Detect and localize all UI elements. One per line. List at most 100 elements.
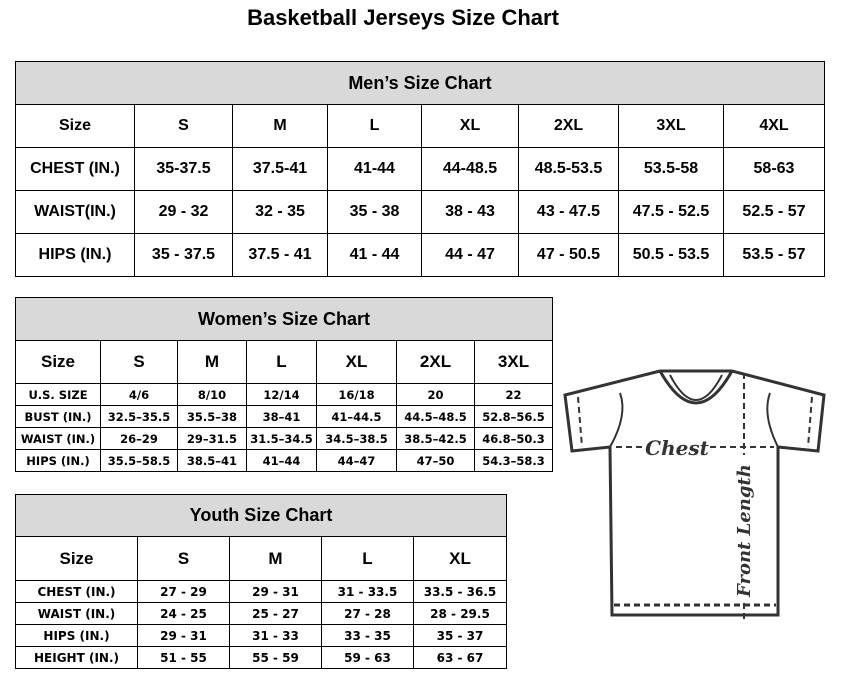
table-cell: 41–44.5	[316, 405, 397, 428]
column-header: M	[232, 104, 328, 148]
column-header: M	[229, 536, 322, 581]
header-row: Size S M L XL 2XL 3XL 4XL	[15, 104, 825, 148]
table-cell: 20	[396, 383, 475, 406]
table-cell: 38.5–41	[177, 449, 247, 472]
table-cell: 35 - 37	[412, 624, 508, 647]
table-cell: 27 - 29	[137, 580, 230, 603]
front-length-label: Front Length	[734, 464, 755, 598]
column-header: Size	[15, 536, 138, 581]
column-header: XL	[421, 104, 519, 148]
table-row: HIPS (IN.) 35 - 37.5 37.5 - 41 41 - 44 44 - …	[15, 233, 825, 277]
table-cell: 38.5–42.5	[396, 427, 475, 450]
row-label: CHEST (IN.)	[15, 580, 138, 603]
table-cell: 38 - 43	[421, 190, 519, 234]
column-header: 3XL	[618, 104, 724, 148]
mens-size-table: Men’s Size Chart Size S M L XL 2XL 3XL 4XL CHEST…	[15, 61, 825, 277]
table-cell: 27 - 28	[321, 602, 414, 625]
table-cell: 29 - 31	[229, 580, 322, 603]
table-cell: 47.5 - 52.5	[618, 190, 724, 234]
column-header: 2XL	[518, 104, 619, 148]
table-cell: 29–31.5	[177, 427, 247, 450]
row-label: WAIST(IN.)	[15, 190, 135, 234]
table-cell: 54.3–58.3	[473, 449, 554, 472]
table-title: Men’s Size Chart	[15, 61, 825, 105]
table-cell: 35.5–58.5	[100, 449, 178, 472]
table-cell: 26–29	[100, 427, 178, 450]
table-row: CHEST (IN.) 27 - 29 29 - 31 31 - 33.5 33.5 -…	[15, 580, 508, 603]
table-cell: 35.5–38	[177, 405, 247, 428]
table-cell: 32 - 35	[232, 190, 328, 234]
table-cell: 8/10	[177, 383, 247, 406]
table-row: WAIST (IN.) 24 - 25 25 - 27 27 - 28 28 - 29.…	[15, 602, 508, 625]
table-cell: 16/18	[316, 383, 397, 406]
table-cell: 47–50	[396, 449, 475, 472]
row-label: BUST (IN.)	[15, 405, 101, 428]
table-cell: 58-63	[723, 147, 825, 191]
table-row: BUST (IN.) 32.5–35.5 35.5–38 38–41 41–44.5 44…	[15, 405, 554, 428]
youth-size-table: Youth Size Chart Size S M L XL CHEST (IN.) 27 …	[14, 494, 508, 669]
table-cell: 51 - 55	[137, 646, 230, 669]
table-cell: 52.5 - 57	[723, 190, 825, 234]
table-row: CHEST (IN.) 35-37.5 37.5-41 41-44 44-48.5 48.…	[15, 147, 825, 191]
table-cell: 48.5-53.5	[518, 147, 619, 191]
table-cell: 52.8–56.5	[473, 405, 554, 428]
row-label: WAIST (IN.)	[15, 602, 138, 625]
table-cell: 37.5 - 41	[232, 233, 328, 277]
table-cell: 35 - 37.5	[134, 233, 233, 277]
table-cell: 41-44	[327, 147, 422, 191]
table-cell: 41 - 44	[327, 233, 422, 277]
column-header: 4XL	[723, 104, 825, 148]
row-label: HEIGHT (IN.)	[15, 646, 138, 669]
table-cell: 55 - 59	[229, 646, 322, 669]
table-row: HEIGHT (IN.) 51 - 55 55 - 59 59 - 63 63 - 67	[15, 646, 508, 669]
row-label: U.S. SIZE	[15, 383, 101, 406]
table-cell: 32.5–35.5	[100, 405, 178, 428]
column-header: 3XL	[473, 340, 554, 384]
table-cell: 50.5 - 53.5	[618, 233, 724, 277]
header-row: Size S M L XL 2XL 3XL	[15, 340, 554, 384]
table-cell: 29 - 31	[137, 624, 230, 647]
table-cell: 31 - 33	[229, 624, 322, 647]
table-cell: 53.5 - 57	[723, 233, 825, 277]
row-label: HIPS (IN.)	[15, 233, 135, 277]
table-cell: 43 - 47.5	[518, 190, 619, 234]
table-cell: 29 - 32	[134, 190, 233, 234]
column-header: XL	[412, 536, 508, 581]
table-cell: 35-37.5	[134, 147, 233, 191]
chest-label: Chest	[645, 436, 709, 460]
table-cell: 41–44	[246, 449, 317, 472]
column-header: L	[327, 104, 422, 148]
column-header: Size	[15, 340, 101, 384]
table-row: U.S. SIZE 4/6 8/10 12/14 16/18 20 22	[15, 383, 554, 406]
table-cell: 34.5–38.5	[316, 427, 397, 450]
table-cell: 31.5–34.5	[246, 427, 317, 450]
table-cell: 24 - 25	[137, 602, 230, 625]
table-cell: 33 - 35	[321, 624, 414, 647]
column-header: L	[246, 340, 317, 384]
womens-size-table: Women’s Size Chart Size S M L XL 2XL 3XL U.S. S…	[14, 297, 554, 472]
table-cell: 44–47	[316, 449, 397, 472]
table-cell: 12/14	[246, 383, 317, 406]
row-label: CHEST (IN.)	[15, 147, 135, 191]
table-cell: 46.8–50.3	[473, 427, 554, 450]
table-row: WAIST (IN.) 26–29 29–31.5 31.5–34.5 34.5–38.…	[15, 427, 554, 450]
column-header: S	[134, 104, 233, 148]
table-row: WAIST(IN.) 29 - 32 32 - 35 35 - 38 38 - 43 43…	[15, 190, 825, 234]
column-header: M	[177, 340, 247, 384]
column-header: XL	[316, 340, 397, 384]
row-label: HIPS (IN.)	[15, 624, 138, 647]
row-label: HIPS (IN.)	[15, 449, 101, 472]
page-title: Basketball Jerseys Size Chart	[247, 5, 559, 30]
table-cell: 53.5-58	[618, 147, 724, 191]
table-cell: 44.5–48.5	[396, 405, 475, 428]
column-header: Size	[15, 104, 135, 148]
table-cell: 33.5 - 36.5	[412, 580, 508, 603]
table-cell: 28 - 29.5	[412, 602, 508, 625]
table-cell: 63 - 67	[412, 646, 508, 669]
table-cell: 4/6	[100, 383, 178, 406]
table-cell: 31 - 33.5	[321, 580, 414, 603]
table-cell: 44-48.5	[421, 147, 519, 191]
table-cell: 35 - 38	[327, 190, 422, 234]
table-cell: 59 - 63	[321, 646, 414, 669]
row-label: WAIST (IN.)	[15, 427, 101, 450]
